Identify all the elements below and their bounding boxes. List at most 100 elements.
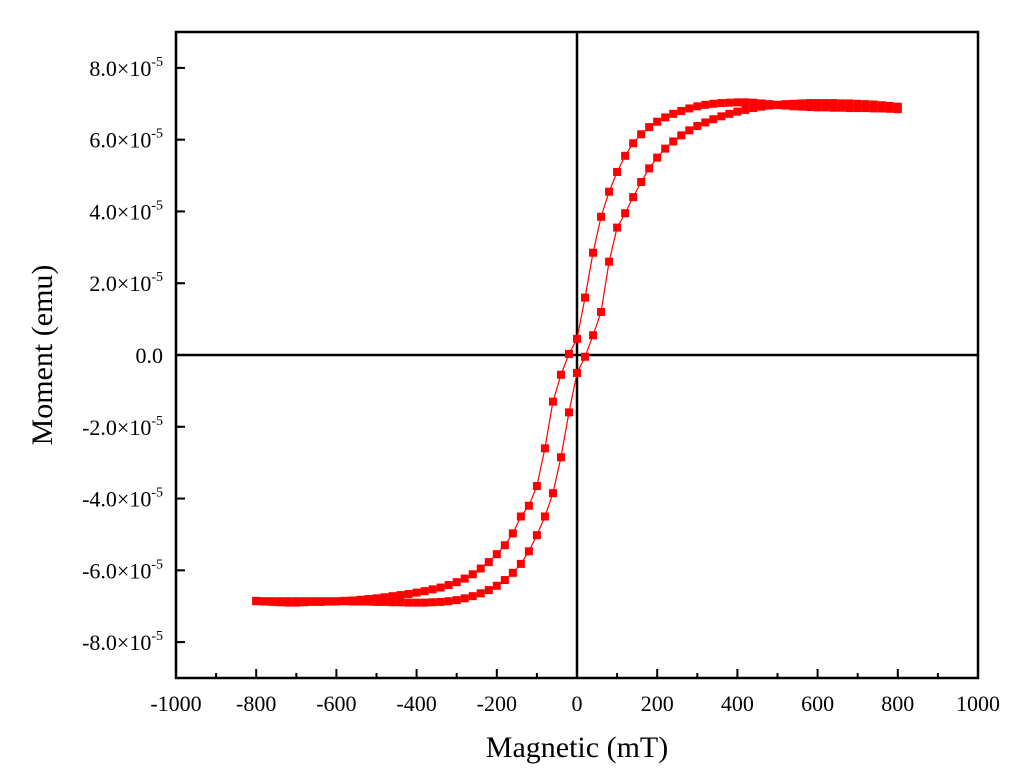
y-tick-label: 8.0×10-5 [89,55,163,81]
series-1-point [637,130,646,139]
series-2-point [733,107,742,116]
x-tick-label: -800 [236,691,276,716]
series-2-point [813,99,822,108]
series-2-point [556,453,565,462]
series-2-point [789,99,798,108]
series-2-point [476,589,485,598]
series-1-point [540,444,549,453]
series-2-point [492,581,501,590]
series-2-point [853,99,862,108]
y-tick-label: 4.0×10-5 [89,198,163,224]
series-1-point [677,106,686,115]
series-2-point [532,531,541,540]
series-2-point [845,99,854,108]
zero-lines [176,32,978,678]
series-2-point [276,597,285,606]
series-2-point [508,568,517,577]
series-1-point [813,103,822,112]
x-tick-label: -600 [316,691,356,716]
series-1-point [380,593,389,602]
y-tick-label: 0.0 [136,343,164,368]
series-1-point [444,581,453,590]
series-2-point [581,352,590,361]
series-2-point [452,596,461,605]
y-axis-title: Moment (emu) [26,265,59,446]
series-2-point [637,178,646,187]
series-2-point [300,597,309,606]
series-2-point [605,257,614,266]
series-2-point [332,597,341,606]
series-1-point [516,512,525,521]
series-2-point [260,597,269,606]
series-2-point [685,126,694,135]
series-1-point [476,564,485,573]
series-2-point [284,597,293,606]
series-1-point [845,104,854,113]
series-1-point [452,578,461,587]
series-2-point [516,559,525,568]
series-1-point [564,349,573,358]
series-1-point [524,501,533,510]
series-1-point [709,99,718,108]
y-tick-label: 2.0×10-5 [89,270,163,296]
series-2-point [621,209,630,218]
series-layer [252,98,902,607]
y-tick-label: 6.0×10-5 [89,127,163,153]
series-1-point [629,139,638,148]
series-1-point [532,481,541,490]
series-2-point [356,597,365,606]
series-2-point [677,131,686,140]
series-1-point [717,99,726,108]
series-2-point [861,100,870,109]
series-2-point [757,102,766,111]
series-2-point [500,576,509,585]
series-1-point [725,98,734,107]
series-2-point [653,153,662,162]
series-1-point [669,109,678,118]
series-2-point [885,101,894,110]
series-2-point [364,597,373,606]
series-1-point [388,592,397,601]
y-tick-label: -2.0×10-5 [82,414,163,440]
series-2-point [436,597,445,606]
series-2-point [412,598,421,607]
series-1-point [749,98,758,107]
series-2-point [781,100,790,109]
series-1-point [685,104,694,113]
series-2-point [717,112,726,121]
series-1-point [821,103,830,112]
series-2-point [877,101,886,110]
series-2-point [805,99,814,108]
series-2-point [589,331,598,340]
series-1-point [645,123,654,132]
series-1-point [701,100,710,109]
series-1-point [556,370,565,379]
series-2-point [573,368,581,377]
series-2-point [597,307,606,316]
x-tick-label: 200 [641,691,674,716]
series-1-point [613,167,622,176]
series-1-point [396,591,405,600]
series-2-point [661,144,670,153]
series-2-point [869,100,878,109]
series-1-point [589,248,598,257]
series-1-point [597,212,606,221]
plot-frame [174,30,980,680]
series-1-point [420,587,429,596]
series-1-point [573,334,581,343]
series-2-point [821,99,830,108]
series-1-point [500,541,509,550]
series-2-point [709,115,718,124]
x-axis-title: Magnetic (mT) [486,731,668,764]
series-1-point [653,117,662,126]
series-1-point [581,293,590,302]
x-tick-label: 1000 [956,691,1000,716]
series-1-point [853,104,862,113]
x-tick-label: 400 [721,691,754,716]
series-1-point [548,397,557,406]
series-1-point [605,187,614,196]
series-1-point [428,585,437,594]
series-1-point [508,529,517,538]
x-tick-label: 0 [572,691,583,716]
series-1-point [741,98,750,107]
